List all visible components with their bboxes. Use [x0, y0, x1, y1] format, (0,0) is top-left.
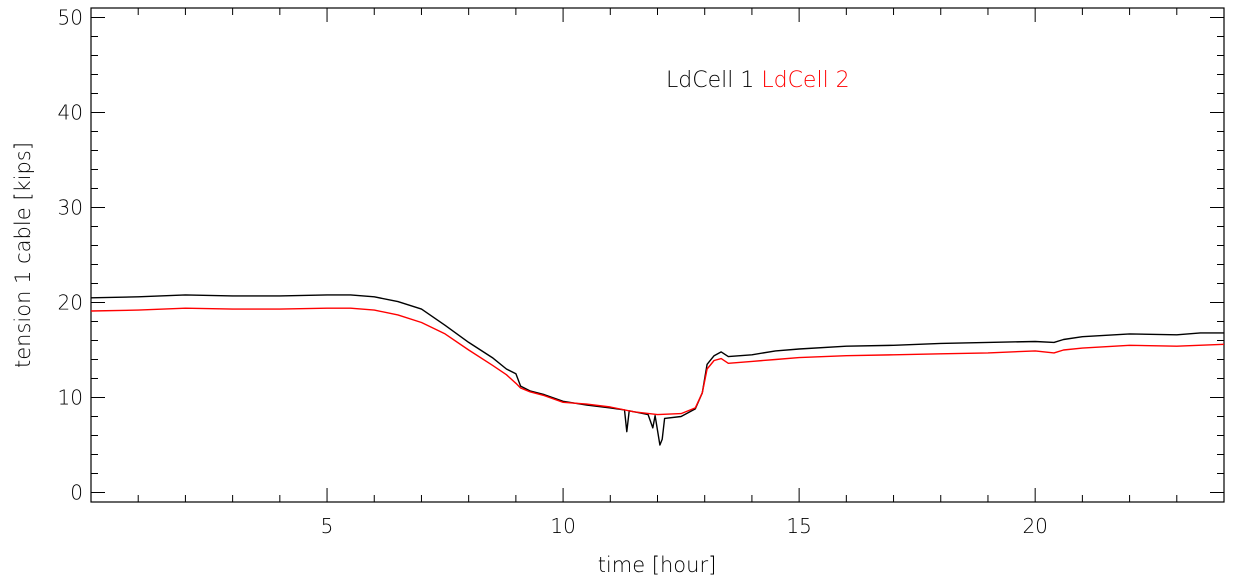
series-line-1	[90, 294, 1224, 446]
y-tick-label: 10	[58, 386, 83, 410]
legend: LdCell 1 LdCell 2	[666, 68, 850, 93]
legend-entry-ldcell-1: LdCell 1	[666, 68, 754, 93]
series-lines	[90, 294, 1225, 446]
y-axis-label: tension 1 cable [kips]	[11, 142, 35, 368]
y-tick-label: 40	[58, 101, 83, 125]
x-tick-label: 5	[321, 514, 334, 538]
axis-ticks	[91, 8, 1224, 502]
x-tick-label: 10	[550, 514, 575, 538]
x-axis-label: time [hour]	[598, 553, 717, 577]
y-tick-label: 20	[58, 291, 83, 315]
y-tick-label: 50	[58, 6, 83, 30]
series-line-2	[90, 307, 1225, 416]
y-tick-label: 30	[58, 196, 83, 220]
legend-entry-ldcell-2: LdCell 2	[761, 68, 849, 93]
x-tick-label: 15	[786, 514, 811, 538]
y-tick-label: 0	[70, 481, 83, 505]
tick-labels: 5 10 15 20 0 10 20 30 40 50	[58, 6, 1048, 539]
x-tick-label: 20	[1022, 514, 1047, 538]
